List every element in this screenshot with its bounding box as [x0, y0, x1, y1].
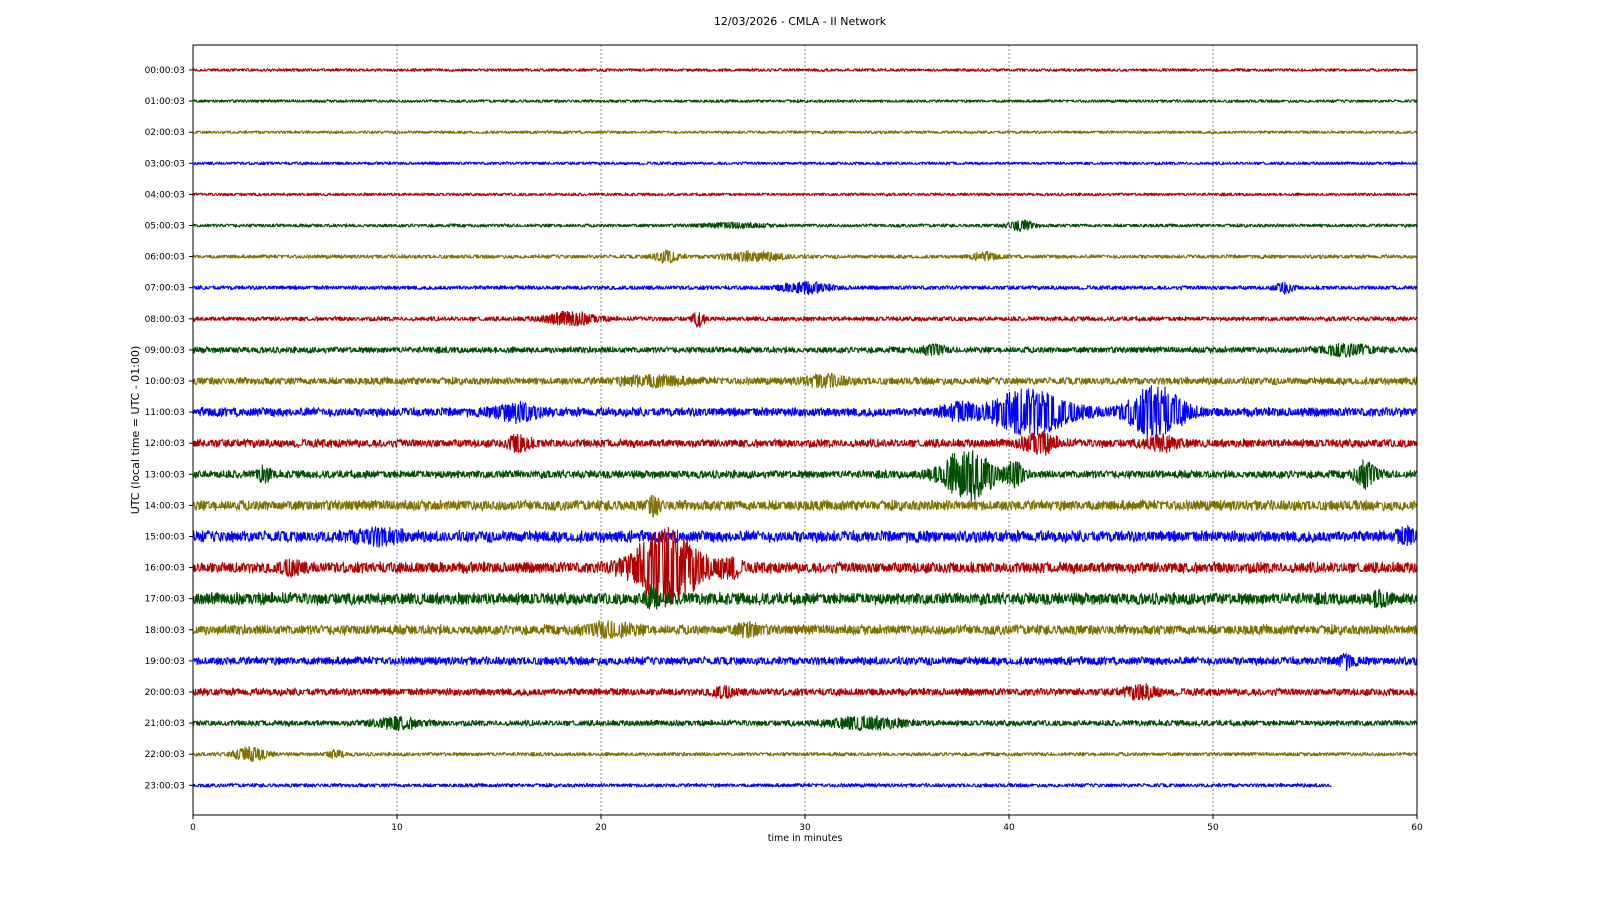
- trace-210003: [192, 715, 1418, 732]
- y-tick-label: 21:00:03: [145, 719, 185, 729]
- trace-030003: [192, 161, 1418, 166]
- trace-050003: [192, 219, 1418, 232]
- x-axis-label: time in minutes: [768, 833, 843, 844]
- x-axis-ticks: 0 10 20 30 40 50 60: [190, 815, 1423, 833]
- y-tick-label: 17:00:03: [145, 595, 185, 605]
- trace-090003: [192, 343, 1418, 358]
- trace-010003: [192, 99, 1418, 104]
- y-tick-label: 08:00:03: [145, 315, 185, 325]
- y-tick-label: 15:00:03: [145, 533, 185, 543]
- trace-200003: [192, 682, 1418, 701]
- y-tick-label: 02:00:03: [145, 128, 185, 138]
- y-tick-label: 13:00:03: [145, 470, 185, 480]
- y-tick-label: 03:00:03: [145, 159, 185, 169]
- y-tick-label: 23:00:03: [145, 781, 185, 791]
- trace-230003: [192, 782, 1332, 788]
- y-tick-label: 19:00:03: [145, 657, 185, 667]
- y-tick-label: 09:00:03: [145, 346, 185, 356]
- trace-110003: [192, 385, 1418, 439]
- x-tick-label: 50: [1207, 823, 1219, 833]
- grid-lines: [396, 45, 1214, 815]
- y-tick-label: 18:00:03: [145, 626, 185, 636]
- trace-170003: [192, 584, 1418, 610]
- x-tick-label: 30: [799, 823, 811, 833]
- y-tick-label: 01:00:03: [145, 97, 185, 107]
- trace-150003: [192, 524, 1418, 548]
- y-tick-label: 11:00:03: [145, 408, 185, 418]
- trace-120003: [192, 430, 1418, 456]
- y-tick-label: 06:00:03: [145, 253, 185, 263]
- chart-title: 12/03/2026 - CMLA - II Network: [714, 15, 887, 28]
- trace-140003: [192, 494, 1418, 518]
- trace-100003: [192, 372, 1418, 389]
- trace-180003: [192, 619, 1418, 639]
- trace-160003: [192, 526, 1418, 608]
- y-axis-ticks: 00:00:03 01:00:03 02:00:03 03:00:03 04:00:03…: [145, 66, 193, 791]
- y-tick-label: 12:00:03: [145, 439, 185, 449]
- y-tick-label: 07:00:03: [145, 284, 185, 294]
- y-axis-label: UTC (local time = UTC - 01:00): [129, 346, 142, 515]
- y-tick-label: 04:00:03: [145, 190, 185, 200]
- y-tick-label: 20:00:03: [145, 688, 185, 698]
- trace-020003: [192, 130, 1418, 135]
- trace-040003: [192, 192, 1418, 197]
- x-tick-label: 20: [595, 823, 607, 833]
- trace-130003: [192, 450, 1418, 502]
- y-tick-label: 00:00:03: [145, 66, 185, 76]
- y-tick-label: 10:00:03: [145, 377, 185, 387]
- x-tick-label: 10: [391, 823, 403, 833]
- trace-group: [192, 67, 1418, 788]
- y-tick-label: 05:00:03: [145, 222, 185, 232]
- trace-070003: [192, 280, 1418, 295]
- y-tick-label: 22:00:03: [145, 750, 185, 760]
- y-tick-label: 14:00:03: [145, 501, 185, 511]
- x-tick-label: 40: [1003, 823, 1015, 833]
- trace-190003: [192, 652, 1418, 672]
- trace-060003: [192, 249, 1418, 264]
- x-tick-label: 0: [190, 823, 196, 833]
- x-tick-label: 60: [1411, 823, 1423, 833]
- trace-080003: [192, 310, 1418, 328]
- trace-000003: [192, 67, 1418, 73]
- y-tick-label: 16:00:03: [145, 564, 185, 574]
- trace-220003: [192, 745, 1418, 762]
